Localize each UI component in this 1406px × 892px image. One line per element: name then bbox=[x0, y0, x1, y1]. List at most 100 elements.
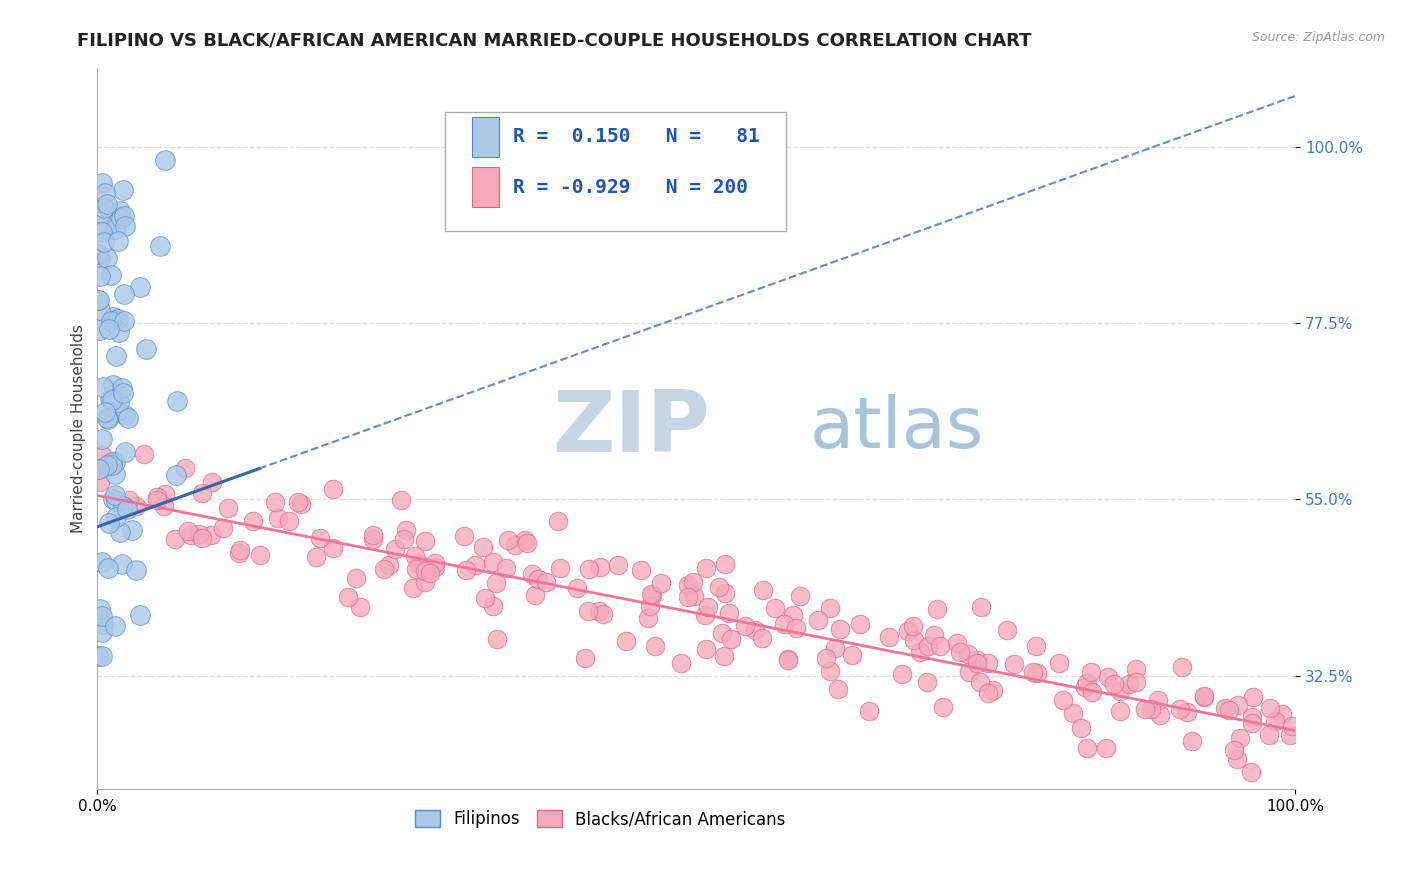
Point bbox=[107, 311, 129, 326]
Point bbox=[111, 499, 134, 513]
Point bbox=[713, 557, 735, 571]
Point bbox=[929, 639, 952, 653]
Point bbox=[408, 557, 430, 571]
Point bbox=[903, 633, 925, 648]
Point bbox=[820, 665, 842, 679]
Point bbox=[995, 624, 1018, 638]
Point bbox=[322, 482, 344, 496]
Point bbox=[405, 562, 427, 576]
Point bbox=[267, 511, 290, 525]
Point bbox=[464, 558, 486, 572]
Point bbox=[100, 268, 122, 282]
Point bbox=[344, 572, 367, 586]
Point bbox=[1227, 698, 1250, 712]
Point bbox=[1271, 706, 1294, 721]
Point bbox=[149, 239, 172, 253]
Point bbox=[153, 499, 176, 513]
Point bbox=[89, 252, 111, 266]
Point bbox=[644, 639, 666, 653]
Text: Source: ZipAtlas.com: Source: ZipAtlas.com bbox=[1251, 31, 1385, 45]
Text: ZIP: ZIP bbox=[553, 387, 710, 470]
Point bbox=[630, 563, 652, 577]
Point bbox=[361, 532, 384, 546]
Point bbox=[97, 561, 120, 575]
Point bbox=[404, 549, 426, 563]
Point bbox=[763, 601, 786, 615]
Point bbox=[1002, 657, 1025, 671]
Text: R = -0.929   N = 200: R = -0.929 N = 200 bbox=[513, 178, 748, 196]
Point bbox=[495, 561, 517, 575]
Point bbox=[550, 561, 572, 575]
Point bbox=[931, 699, 953, 714]
Point bbox=[485, 576, 508, 591]
Point bbox=[1125, 674, 1147, 689]
Point bbox=[606, 558, 628, 572]
Point bbox=[105, 494, 128, 508]
Point bbox=[917, 639, 939, 653]
Point bbox=[125, 563, 148, 577]
Point bbox=[166, 393, 188, 408]
Point bbox=[474, 591, 496, 605]
Point bbox=[242, 514, 264, 528]
Point bbox=[1070, 721, 1092, 735]
Point bbox=[773, 617, 796, 632]
Point bbox=[1073, 680, 1095, 694]
Point bbox=[520, 566, 543, 581]
Point bbox=[695, 642, 717, 657]
Point bbox=[588, 604, 610, 618]
Point bbox=[970, 600, 993, 615]
Point bbox=[1226, 752, 1249, 766]
Point bbox=[592, 607, 614, 621]
Point bbox=[815, 650, 838, 665]
Point bbox=[640, 588, 662, 602]
Point bbox=[1223, 742, 1246, 756]
Point bbox=[720, 632, 742, 646]
Point bbox=[104, 221, 127, 235]
Point bbox=[373, 562, 395, 576]
Point bbox=[922, 628, 945, 642]
Point bbox=[977, 656, 1000, 670]
Point bbox=[824, 641, 846, 656]
Point bbox=[402, 581, 425, 595]
Point bbox=[1240, 716, 1263, 731]
Point bbox=[114, 445, 136, 459]
Point bbox=[1258, 701, 1281, 715]
Point bbox=[1171, 660, 1194, 674]
Point bbox=[111, 183, 134, 197]
Point bbox=[486, 632, 509, 646]
Point bbox=[100, 314, 122, 328]
Point bbox=[110, 558, 132, 572]
Point bbox=[290, 497, 312, 511]
Point bbox=[180, 528, 202, 542]
Point bbox=[361, 528, 384, 542]
Point bbox=[841, 648, 863, 662]
Point bbox=[515, 533, 537, 547]
Point bbox=[901, 618, 924, 632]
Point bbox=[163, 533, 186, 547]
Point bbox=[1062, 706, 1084, 720]
Point bbox=[897, 624, 920, 638]
Point bbox=[718, 606, 741, 620]
Point bbox=[287, 494, 309, 508]
Point bbox=[104, 619, 127, 633]
Point bbox=[91, 555, 114, 569]
Point bbox=[89, 601, 111, 615]
Point bbox=[90, 432, 112, 446]
Point bbox=[523, 588, 546, 602]
Point bbox=[877, 630, 900, 644]
Point bbox=[146, 490, 169, 504]
Point bbox=[565, 582, 588, 596]
Point bbox=[1102, 677, 1125, 691]
Point bbox=[1076, 676, 1098, 690]
Point bbox=[807, 613, 830, 627]
Point bbox=[1025, 639, 1047, 653]
Point bbox=[101, 378, 124, 392]
Point bbox=[191, 531, 214, 545]
Point bbox=[249, 548, 271, 562]
Legend: Filipinos, Blacks/African Americans: Filipinos, Blacks/African Americans bbox=[409, 804, 792, 835]
Point bbox=[96, 458, 118, 472]
Point bbox=[1052, 692, 1074, 706]
Point bbox=[108, 203, 131, 218]
Point bbox=[776, 652, 799, 666]
Point bbox=[1281, 719, 1303, 733]
